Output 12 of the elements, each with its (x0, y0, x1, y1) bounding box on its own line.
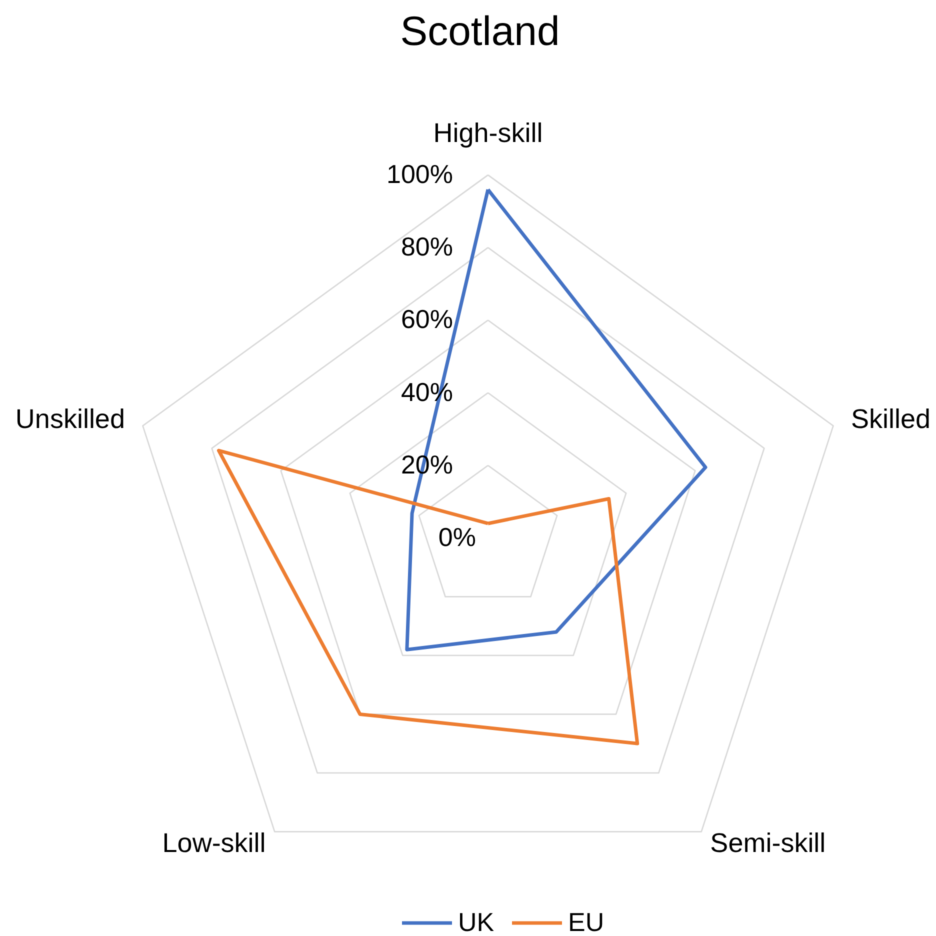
y-tick-label: 80% (400, 232, 453, 262)
spoke-label: Low-skill (162, 828, 266, 858)
y-tick-label: 60% (400, 304, 453, 334)
y-tick-label: 0% (438, 522, 476, 552)
y-tick-label: 100% (386, 159, 453, 189)
spoke-label: Skilled (851, 404, 931, 434)
spoke-label: Semi-skill (710, 828, 826, 858)
legend-label: UK (458, 907, 495, 936)
legend-label: EU (568, 907, 604, 936)
spoke-label: Unskilled (15, 404, 125, 434)
spoke-label: High-skill (433, 118, 543, 148)
chart-title: Scotland (400, 8, 560, 54)
